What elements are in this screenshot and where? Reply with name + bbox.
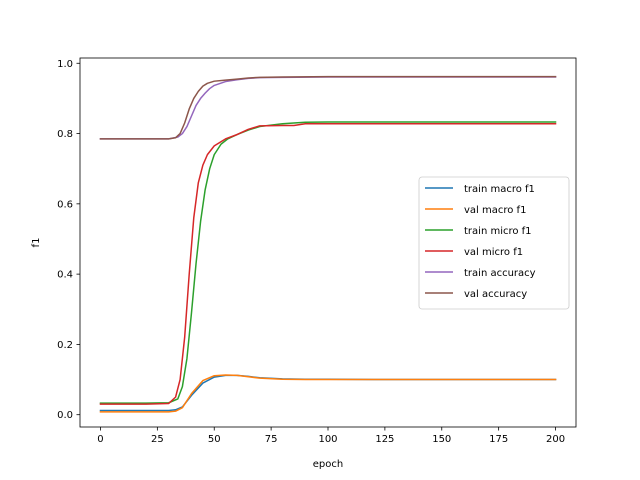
plot-lines (99, 75, 557, 413)
legend-label: train micro f1 (464, 226, 532, 237)
x-tick-label: 0 (97, 434, 103, 445)
y-tick-label: 0.6 (57, 199, 73, 210)
legend-box (418, 176, 570, 310)
y-axis-ticks: 0.0 0.2 0.4 0.6 0.8 1.0 (57, 59, 80, 421)
y-tick-label: 0.2 (57, 340, 73, 351)
y-tick-label: 0.0 (57, 410, 73, 421)
y-axis-label: f1 (31, 238, 42, 248)
x-axis-ticks: 0 25 50 75 100 125 150 175 200 (97, 427, 565, 445)
legend-label: train accuracy (464, 268, 536, 279)
series-line-3 (99, 122, 557, 405)
y-tick-label: 1.0 (57, 59, 73, 70)
series-line-0 (99, 374, 557, 412)
x-tick-label: 100 (318, 434, 337, 445)
legend-label: val macro f1 (464, 205, 526, 216)
x-tick-label: 25 (151, 434, 164, 445)
x-tick-label: 125 (375, 434, 394, 445)
legend-label: train macro f1 (464, 184, 535, 195)
y-tick-label: 0.4 (57, 270, 73, 281)
series-line-1 (99, 374, 557, 413)
x-tick-label: 200 (546, 434, 565, 445)
x-tick-label: 50 (208, 434, 221, 445)
legend-label: val micro f1 (464, 247, 523, 258)
series-line-2 (99, 121, 557, 404)
y-tick-label: 0.8 (57, 129, 73, 140)
x-tick-label: 75 (265, 434, 278, 445)
legend: train macro f1 val macro f1 train micro f1… (418, 176, 570, 310)
x-axis-label: epoch (313, 459, 343, 470)
legend-label: val accuracy (464, 289, 527, 300)
series-line-4 (99, 76, 557, 140)
x-tick-label: 150 (432, 434, 451, 445)
x-tick-label: 175 (489, 434, 508, 445)
series-line-5 (99, 75, 557, 140)
